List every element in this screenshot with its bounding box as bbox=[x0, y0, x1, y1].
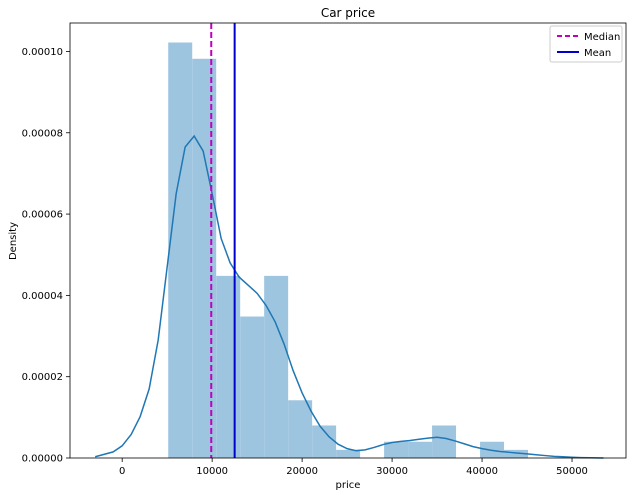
kde-curve-group bbox=[94, 134, 604, 459]
histogram-bar bbox=[288, 400, 313, 458]
chart-title: Car price bbox=[321, 6, 375, 20]
x-tick-label: 10000 bbox=[196, 466, 228, 477]
x-axis-label: price bbox=[336, 480, 361, 491]
histogram-bar bbox=[336, 449, 361, 458]
plot-frame bbox=[69, 22, 627, 459]
legend-mean-label: Mean bbox=[584, 48, 611, 59]
y-tick-label: 0.00002 bbox=[22, 372, 63, 383]
histogram-bar bbox=[408, 441, 433, 458]
y-axis-label: Density bbox=[8, 222, 19, 260]
histogram-bar bbox=[384, 441, 409, 458]
histogram-bar bbox=[168, 42, 193, 459]
x-tick-label: 0 bbox=[119, 466, 125, 477]
x-tick-label: 40000 bbox=[466, 466, 498, 477]
y-tick-label: 0.00004 bbox=[22, 291, 63, 302]
histogram-bar bbox=[504, 449, 529, 458]
y-tick-label: 0.00006 bbox=[22, 210, 63, 221]
histogram-bar bbox=[240, 316, 265, 458]
y-tick-label: 0.00010 bbox=[22, 47, 63, 58]
x-tick-label: 20000 bbox=[286, 466, 318, 477]
kde-curve bbox=[94, 134, 604, 459]
legend: Median Mean bbox=[549, 25, 623, 63]
histogram-bar bbox=[432, 425, 457, 458]
reference-lines bbox=[210, 23, 236, 458]
y-tick-label: 0.00008 bbox=[22, 128, 63, 139]
x-tick-label: 50000 bbox=[556, 466, 588, 477]
x-tick-label: 30000 bbox=[376, 466, 408, 477]
histogram-bar bbox=[264, 275, 289, 458]
axes bbox=[69, 22, 627, 459]
histogram-bar bbox=[312, 425, 337, 458]
histogram-bar bbox=[216, 275, 241, 458]
legend-median-label: Median bbox=[584, 32, 620, 43]
histogram-bar bbox=[192, 58, 217, 459]
histogram-bars bbox=[168, 42, 529, 459]
ticks: 0 10000 20000 30000 40000 50000 0.00000 0.00002… bbox=[22, 47, 588, 477]
y-tick-label: 0.00000 bbox=[22, 454, 63, 465]
